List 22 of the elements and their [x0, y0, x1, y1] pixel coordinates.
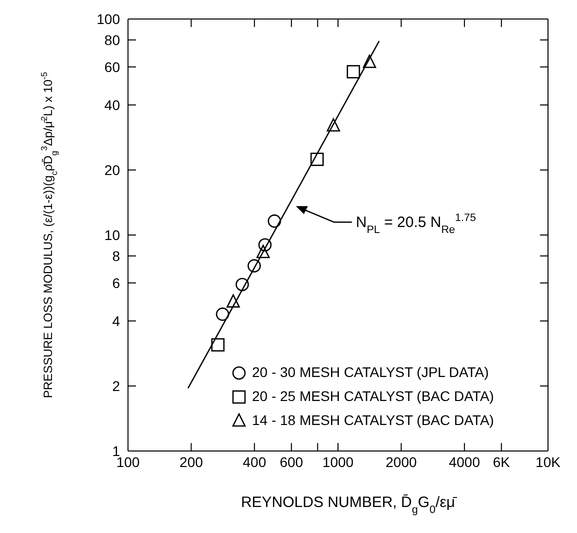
x-tick-label: 4000 — [448, 454, 480, 470]
y-tick-label: 40 — [104, 96, 120, 113]
y-tick-label: 80 — [104, 32, 120, 48]
x-tick-label: 1000 — [322, 454, 354, 470]
x-tick-label: 400 — [242, 454, 266, 470]
x-tick-label: 600 — [280, 454, 304, 470]
y-tick-label: 10 — [104, 226, 120, 243]
x-tick-label: 2000 — [386, 454, 417, 470]
legend-label: 14 - 18 MESH CATALYST (BAC DATA) — [252, 412, 494, 428]
y-tick-label: 20 — [104, 162, 120, 178]
x-tick-label: 10K — [536, 454, 562, 470]
y-tick-label: 6 — [112, 274, 120, 291]
legend-label: 20 - 25 MESH CATALYST (BAC DATA) — [252, 388, 494, 404]
y-tick-label: 4 — [112, 312, 120, 329]
x-tick-label: 6K — [492, 454, 511, 470]
y-tick-label: 100 — [96, 10, 120, 27]
y-tick-label: 60 — [104, 58, 120, 75]
y-tick-label: 2 — [112, 378, 120, 394]
x-tick-label: 200 — [180, 454, 204, 470]
y-tick-label: 8 — [112, 248, 120, 264]
legend-label: 20 - 30 MESH CATALYST (JPL DATA) — [252, 364, 489, 380]
x-axis-title: REYNOLDS NUMBER, D̄$_{g}$G$_{0}$/εμ̄ — [240, 494, 458, 516]
